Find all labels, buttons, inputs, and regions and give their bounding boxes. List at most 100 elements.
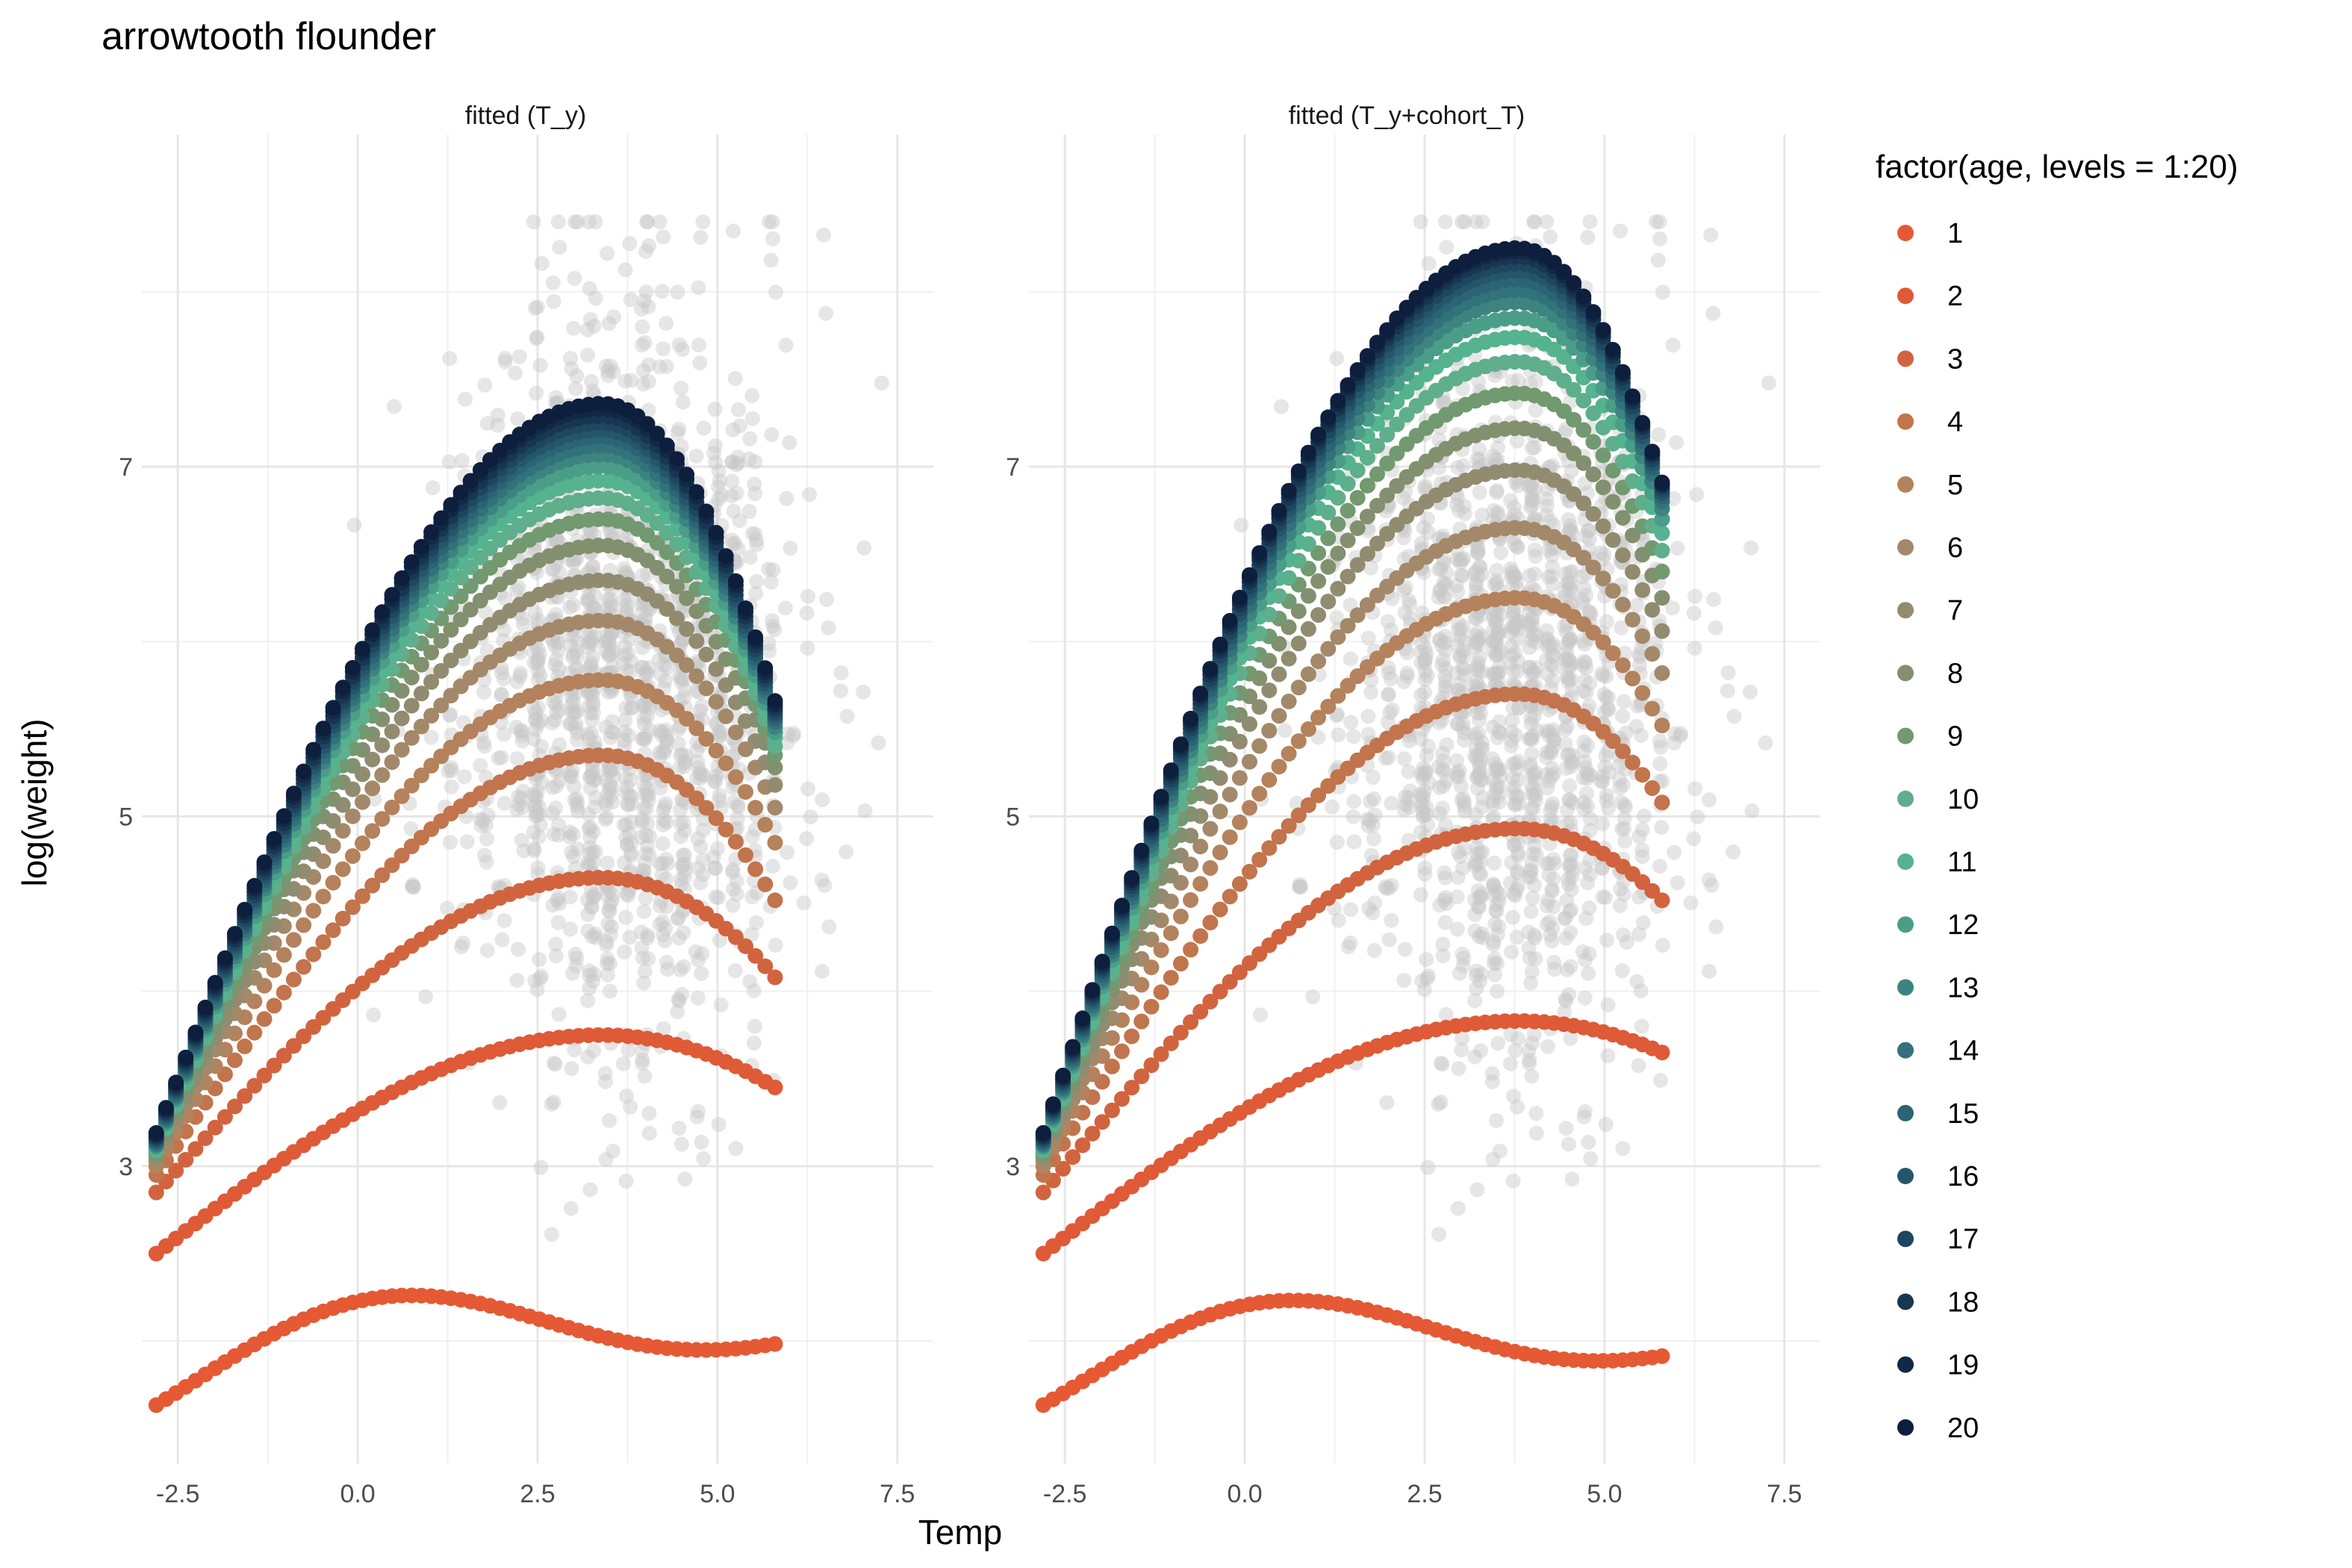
observed-point [404,879,420,895]
observed-point [659,732,674,748]
fitted-point [688,668,705,684]
observed-point [1475,214,1490,230]
fitted-point [727,724,744,741]
fitted-point [1585,434,1602,450]
observed-point [600,855,615,871]
observed-point [529,299,545,315]
observed-point [692,765,708,781]
observed-point [603,358,618,373]
observed-point [1564,856,1580,871]
fitted-point [197,999,214,1015]
observed-point [1360,812,1375,827]
observed-point [406,880,422,895]
observed-point [585,1043,601,1059]
observed-point [1329,351,1345,366]
observed-point [1578,910,1594,926]
observed-point [603,626,618,641]
observed-point [1703,227,1719,243]
observed-point [473,818,489,833]
observed-point [729,821,745,836]
observed-point [494,750,509,765]
observed-point [675,857,691,873]
observed-point [510,942,526,957]
observed-point [622,788,637,803]
observed-point [1511,878,1525,894]
fitted-point [452,642,469,659]
observed-point [580,923,596,939]
observed-point [677,754,693,769]
observed-point [1510,772,1525,788]
observed-point [1486,609,1502,624]
observed-point [546,827,561,842]
observed-point [529,982,545,998]
observed-point [1509,761,1525,777]
observed-point [1577,1104,1593,1119]
observed-point [1467,610,1483,626]
observed-point [603,788,619,803]
observed-point [673,674,689,690]
observed-point [652,750,668,765]
observed-point [659,315,674,331]
observed-point [800,781,816,797]
observed-point [641,793,656,808]
observed-point [1503,1027,1519,1042]
fitted-point [355,888,370,904]
observed-point [1437,214,1453,230]
observed-point [545,897,561,913]
observed-point [1457,795,1472,811]
observed-point [659,358,674,374]
fitted-point [1654,1348,1670,1364]
observed-point [1454,1042,1469,1058]
observed-point [729,457,744,473]
fitted-point [1231,770,1248,786]
fitted-point [1644,700,1661,717]
fitted-point [315,889,332,905]
observed-point [1457,635,1472,650]
observed-point [1485,773,1501,788]
observed-point [582,980,597,996]
observed-point [1720,683,1735,699]
observed-point [603,956,617,971]
observed-point [1538,767,1554,783]
observed-point [857,803,873,818]
observed-point [544,780,560,795]
observed-point [1564,755,1579,771]
observed-point [529,808,544,823]
observed-point [1435,753,1451,768]
observed-point [529,712,544,728]
observed-point [497,912,512,928]
observed-point [856,540,872,556]
observed-point [729,886,744,902]
observed-point [579,727,595,742]
observed-point [1381,665,1397,681]
observed-point [819,591,835,607]
observed-point [727,963,743,978]
observed-point [1472,452,1487,467]
observed-point [1538,652,1554,668]
observed-point [1456,732,1472,748]
observed-point [796,895,812,911]
observed-point [1558,645,1574,661]
observed-point [1576,683,1592,699]
observed-point [441,454,457,470]
observed-point [581,968,597,983]
observed-point [1449,765,1465,781]
observed-point [581,821,597,836]
series-age-2 [1035,1013,1670,1262]
observed-point [457,769,472,785]
observed-point [1579,765,1595,781]
observed-point [546,561,561,576]
fitted-point [266,962,282,978]
observed-point [617,771,633,786]
observed-point [712,793,727,809]
observed-point [1475,930,1490,945]
observed-point [635,862,651,878]
observed-point [1503,493,1519,508]
observed-point [1435,745,1450,761]
observed-point [637,1068,653,1084]
observed-point [514,724,530,739]
fitted-point [344,659,361,676]
observed-point [1472,636,1487,652]
observed-point [1455,458,1471,473]
observed-point [1485,665,1501,681]
